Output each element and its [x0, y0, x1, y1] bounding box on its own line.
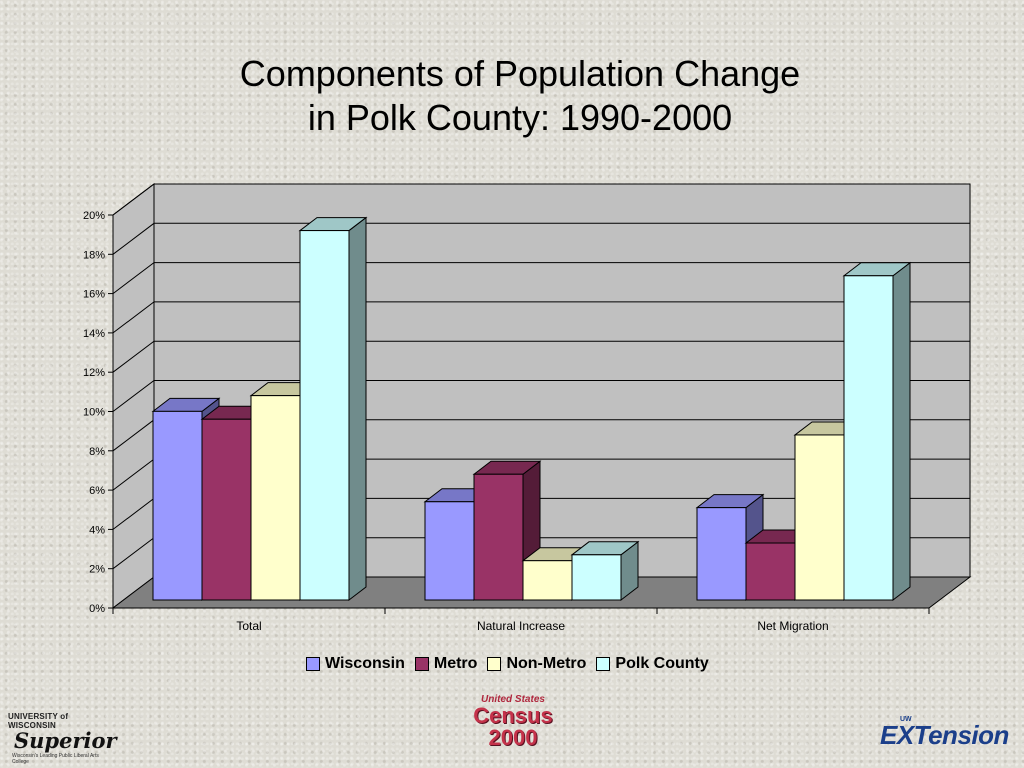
legend-item-polk-county: Polk County [596, 655, 709, 673]
x-tick-label-total: Total [236, 619, 261, 633]
uw-superior-logo: UNIVERSITY of WISCONSIN Superior Wiscons… [8, 712, 117, 765]
bar-natural-increase-non-metro [522, 560, 573, 601]
gridline [112, 183, 970, 216]
uw-extension-logo-line1: UW [900, 716, 912, 723]
legend-swatch-non-metro [487, 657, 502, 671]
gridline [112, 340, 970, 373]
y-tick-label: 8% [89, 446, 105, 458]
chart-title: Components of Population Change in Polk … [0, 52, 1024, 140]
y-tick-label: 20% [83, 210, 105, 222]
chart-title-line2: in Polk County: 1990-2000 [307, 97, 733, 138]
y-tick-label: 4% [89, 524, 105, 536]
census-logo-line2: Census [473, 703, 553, 728]
legend-label-polk-county: Polk County [615, 655, 709, 672]
legend-label-wisconsin: Wisconsin [325, 655, 405, 672]
x-tick-label-net-migration: Net Migration [757, 619, 828, 633]
legend-item-wisconsin: Wisconsin [306, 655, 405, 673]
census-2000-logo: United States Census 2000 [466, 694, 560, 754]
bar-natural-increase-polk-county [571, 554, 622, 601]
x-tick-label-natural-increase: Natural Increase [477, 619, 565, 633]
y-tick-label: 12% [83, 367, 105, 379]
bar-natural-increase-wisconsin [424, 501, 475, 601]
chart-legend: Wisconsin Metro Non-Metro Polk County [306, 652, 736, 676]
bar-net-migration-non-metro [794, 434, 845, 601]
y-tick-label: 10% [83, 407, 105, 419]
legend-swatch-wisconsin [306, 657, 320, 671]
uw-superior-logo-line1: UNIVERSITY of WISCONSIN [8, 712, 69, 730]
y-tick-label: 2% [89, 564, 105, 576]
y-tick-label: 0% [89, 603, 105, 615]
bar-net-migration-polk-county [843, 275, 894, 601]
y-tick-label: 6% [89, 485, 105, 497]
bar-total-metro [201, 418, 252, 601]
bar-total-polk-county [299, 230, 350, 601]
y-tick-label: 16% [83, 289, 105, 301]
census-logo-line1: United States [481, 694, 545, 705]
bar-net-migration-wisconsin [696, 507, 747, 601]
uw-extension-logo-wordmark: EXTension [880, 720, 1009, 750]
gridline [112, 262, 970, 294]
bar-natural-increase-metro [473, 473, 524, 601]
bar-net-migration-metro [745, 542, 796, 601]
legend-swatch-polk-county [596, 657, 611, 671]
legend-item-non-metro: Non-Metro [487, 655, 586, 673]
gridline [112, 301, 970, 334]
legend-swatch-metro [414, 657, 429, 671]
bar-total-polk-county-side [348, 216, 367, 602]
uw-superior-logo-tagline: Wisconsin's Leading Public Liberal Arts … [12, 753, 99, 765]
uw-superior-logo-wordmark: Superior [14, 728, 117, 753]
chart-title-line1: Components of Population Change [239, 53, 801, 94]
y-tick-label: 14% [83, 328, 105, 340]
bar-total-non-metro [250, 395, 301, 601]
y-tick-label: 18% [83, 249, 105, 261]
bar-total-wisconsin [152, 410, 203, 601]
legend-label-non-metro: Non-Metro [506, 655, 587, 672]
census-logo-line3: 2000 [488, 725, 538, 750]
gridline [112, 222, 970, 255]
bar-net-migration-polk-county-side [892, 261, 911, 602]
gridline [112, 380, 970, 412]
legend-item-metro: Metro [414, 655, 478, 673]
legend-label-metro: Metro [433, 655, 478, 672]
uw-extension-logo: UW EXTension [880, 716, 1010, 750]
